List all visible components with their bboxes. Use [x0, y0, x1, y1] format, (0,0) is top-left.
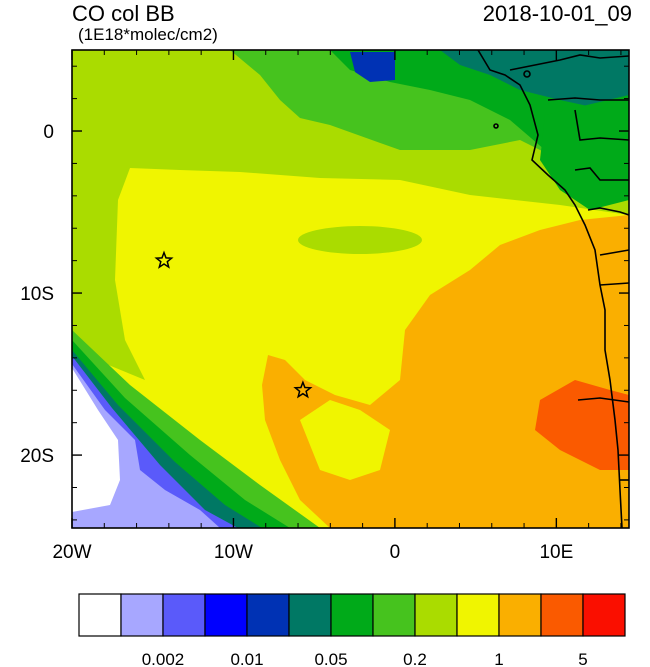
- colorbar-label: 0.002: [142, 650, 185, 667]
- plot-frame: [71, 49, 630, 529]
- colorbar-swatch: [582, 593, 626, 637]
- colorbar-swatch: [120, 593, 164, 637]
- star-marker: [154, 250, 174, 269]
- colorbar-swatch: [78, 593, 122, 637]
- y-tick-label: 10S: [20, 284, 54, 305]
- coastline: [477, 50, 629, 528]
- map-datetime: 2018-10-01_09: [482, 1, 632, 26]
- star-marker: [293, 380, 313, 399]
- co-field: [72, 50, 629, 528]
- field-land-green: [540, 95, 629, 210]
- colorbar: 0.002 0.01 0.05 0.2 1 5: [78, 593, 626, 667]
- colorbar-swatch: [540, 593, 584, 637]
- map-units: (1E18*molec/cm2): [78, 25, 218, 44]
- colorbar-swatch: [456, 593, 500, 637]
- field-redorange: [535, 380, 629, 470]
- colorbar-label: 1: [494, 650, 503, 667]
- colorbar-swatch: [288, 593, 332, 637]
- colorbar-label: 0.05: [314, 650, 347, 667]
- x-tick-label: 20W: [52, 542, 91, 563]
- marker-layer: [154, 250, 313, 399]
- field-white-sw: [72, 368, 120, 512]
- field-blue-patch: [350, 52, 395, 82]
- axis-ticks: 20W 10W 0 10E 0 10S 20S: [20, 50, 629, 563]
- colorbar-swatch: [246, 593, 290, 637]
- colorbar-swatch: [204, 593, 248, 637]
- colorbar-swatch: [498, 593, 542, 637]
- x-tick-label: 10W: [214, 542, 253, 563]
- colorbar-label: 0.01: [230, 650, 263, 667]
- colorbar-label: 0.2: [403, 650, 427, 667]
- x-tick-label: 10E: [539, 542, 573, 563]
- x-tick-label: 0: [390, 542, 401, 563]
- field-lightgreen-patch: [298, 226, 422, 254]
- map-title: CO col BB: [72, 1, 175, 26]
- colorbar-swatch: [372, 593, 416, 637]
- field-yellow-inlet: [300, 400, 390, 480]
- colorbar-label: 5: [578, 650, 587, 667]
- y-tick-label: 0: [43, 122, 54, 143]
- colorbar-swatch: [414, 593, 458, 637]
- colorbar-swatch: [162, 593, 206, 637]
- colorbar-swatch: [330, 593, 374, 637]
- y-tick-label: 20S: [20, 446, 54, 467]
